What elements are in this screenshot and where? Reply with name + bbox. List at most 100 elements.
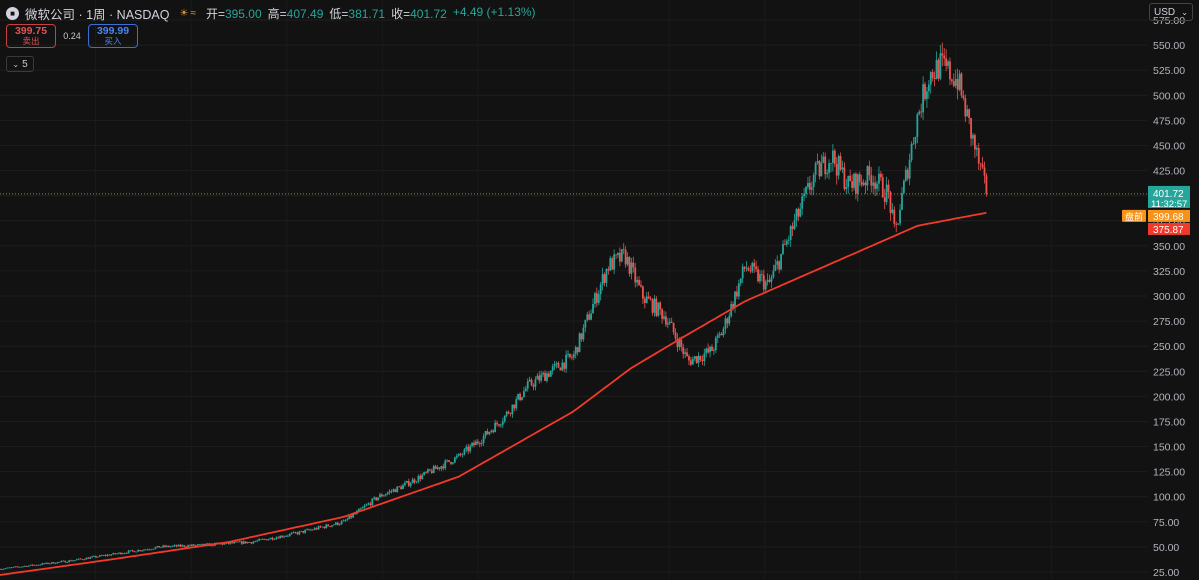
candle-body xyxy=(192,544,195,546)
moving-average-line xyxy=(0,211,987,576)
candle-body xyxy=(682,347,685,354)
candle-body xyxy=(133,550,136,553)
candle-body xyxy=(175,545,178,547)
candle-body xyxy=(2,568,5,570)
y-tick-label: 50.00 xyxy=(1153,542,1179,554)
candle-body xyxy=(513,404,516,409)
candle-body xyxy=(530,379,533,386)
candle-body xyxy=(434,466,437,469)
candle-body xyxy=(467,446,470,452)
candle-body xyxy=(427,469,429,473)
candle-body xyxy=(524,388,527,392)
currency-select[interactable]: USD ⌄ xyxy=(1149,3,1193,21)
candle-body xyxy=(578,333,581,353)
candle-body xyxy=(233,541,236,544)
candle-body xyxy=(150,549,153,551)
candle-body xyxy=(981,164,984,168)
candle-body xyxy=(77,558,80,560)
candle-body xyxy=(482,436,485,443)
candle-body xyxy=(66,562,69,563)
candle-body xyxy=(121,553,124,555)
candle-body xyxy=(363,505,366,508)
candle-body xyxy=(202,543,205,546)
candle-body xyxy=(703,353,706,361)
candle-body xyxy=(628,256,631,274)
candle-body xyxy=(960,73,963,96)
candle-body xyxy=(350,515,353,518)
candle-body xyxy=(428,469,431,471)
candle-body xyxy=(528,379,531,382)
candle-body xyxy=(799,208,802,217)
candle-body xyxy=(313,528,316,530)
candle-body xyxy=(659,302,662,310)
candle-body xyxy=(626,256,629,265)
buy-button[interactable]: 399.99 买入 xyxy=(88,24,138,48)
candle-body xyxy=(371,498,374,506)
candle-body xyxy=(780,253,782,270)
candle-body xyxy=(866,166,869,186)
sell-button[interactable]: 399.75 卖出 xyxy=(6,24,56,48)
candle-body xyxy=(271,537,274,540)
candle-body xyxy=(319,526,322,528)
candle-body xyxy=(720,333,723,336)
candle-body xyxy=(294,532,297,533)
ma-price-label: 375.87 xyxy=(1153,225,1184,236)
candle-body xyxy=(248,542,251,543)
trade-panel: 399.75 卖出 0.24 399.99 买入 xyxy=(6,24,138,48)
candle-body xyxy=(651,299,654,313)
candle-body xyxy=(845,187,848,190)
candle-body xyxy=(273,539,276,540)
candle-body xyxy=(634,267,637,283)
candle-body xyxy=(14,566,17,568)
candle-body xyxy=(839,156,842,170)
candle-body xyxy=(912,143,915,145)
candle-body xyxy=(41,563,44,565)
y-tick-label: 425.00 xyxy=(1153,166,1185,178)
status-icons: ☀ ≈ xyxy=(179,8,195,19)
candle-body xyxy=(254,541,257,543)
candle-body xyxy=(47,562,49,564)
candle-body xyxy=(774,264,777,271)
candle-body xyxy=(187,545,189,547)
candle-body xyxy=(887,184,890,192)
y-tick-label: 25.00 xyxy=(1153,567,1179,579)
candle-body xyxy=(770,277,773,282)
candle-body xyxy=(260,539,262,540)
candle-body xyxy=(340,521,343,525)
candle-body xyxy=(302,530,305,533)
candle-body xyxy=(749,270,752,272)
candle-body xyxy=(707,348,710,353)
y-tick-label: 550.00 xyxy=(1153,40,1185,52)
candle-body xyxy=(354,513,356,515)
candle-body xyxy=(899,209,901,224)
candle-body xyxy=(851,181,853,188)
candle-body xyxy=(323,526,326,529)
candle-body xyxy=(39,564,42,566)
candle-body xyxy=(843,167,846,190)
candle-body xyxy=(826,172,829,175)
candle-body xyxy=(549,370,552,377)
candle-body xyxy=(624,249,627,265)
candle-body xyxy=(803,193,806,197)
candle-body xyxy=(484,431,487,437)
candle-body xyxy=(56,562,59,564)
candle-body xyxy=(601,274,604,285)
candle-body xyxy=(586,314,589,320)
candle-body xyxy=(394,489,397,493)
candle-body xyxy=(841,167,844,170)
symbol-title[interactable]: 微软公司 · 1周 · NASDAQ xyxy=(25,8,170,22)
candle-body xyxy=(515,399,518,409)
chevron-down-icon: ⌄ xyxy=(1181,7,1188,17)
candle-body xyxy=(346,519,349,521)
premarket-price-tag xyxy=(1148,209,1190,222)
candle-body xyxy=(691,358,694,365)
candle-body xyxy=(167,545,170,547)
candle-body xyxy=(878,173,880,184)
candle-body xyxy=(640,284,642,287)
candle-body xyxy=(177,544,180,547)
candle-body xyxy=(546,373,548,381)
candle-body xyxy=(235,541,237,543)
candle-body xyxy=(379,494,381,498)
indicators-toggle[interactable]: ⌄ 5 xyxy=(6,56,34,72)
